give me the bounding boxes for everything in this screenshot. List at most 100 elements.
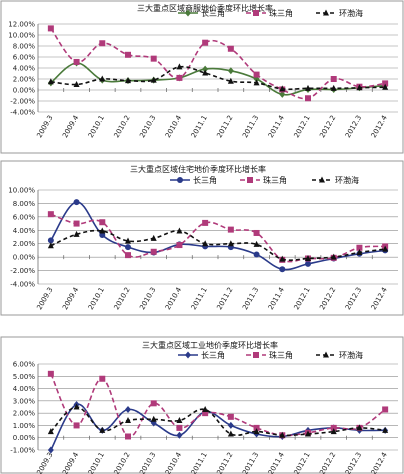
- data-point: [125, 252, 131, 259]
- industrial-land-price-chart: 三大重点区域工业地价季度环比增长率 -1.00% 0.00% 1.00% 2.00% 3.…: [0, 336, 404, 474]
- data-point: [227, 45, 234, 52]
- y-tick-label: 2.00%: [13, 410, 36, 418]
- data-point: [47, 446, 54, 454]
- data-point: [202, 65, 209, 73]
- data-point: [253, 229, 260, 236]
- y-tick-label: -4.00%: [10, 109, 35, 117]
- data-point: [227, 67, 234, 75]
- data-point: [330, 76, 337, 82]
- y-tick-label: 4.00%: [13, 65, 36, 73]
- data-point: [99, 40, 106, 47]
- data-point: [150, 400, 157, 407]
- data-point: [330, 428, 337, 435]
- y-tick-label: 0.00%: [13, 87, 36, 95]
- gridlines: [38, 363, 398, 451]
- legend-label: 环渤海: [335, 175, 359, 185]
- legend-marker: [247, 177, 253, 183]
- data-point: [99, 219, 106, 226]
- chart-title: 三大重点区域工业地价季度环比增长率: [142, 340, 278, 350]
- data-point: [227, 240, 234, 247]
- data-point: [382, 80, 389, 87]
- data-point: [330, 84, 337, 91]
- data-point: [356, 244, 363, 251]
- y-tick-label: 4.00%: [13, 385, 36, 393]
- data-point: [99, 75, 106, 82]
- chart-frame: [0, 336, 404, 474]
- data-point: [99, 227, 106, 234]
- y-tick-label: 2.00%: [13, 240, 36, 248]
- data-point: [176, 227, 183, 234]
- data-point: [73, 403, 80, 410]
- legend-marker: [323, 9, 329, 16]
- legend-entry: 珠三角: [240, 175, 287, 185]
- data-point: [227, 430, 234, 437]
- y-tick-label: 10.00%: [8, 32, 35, 40]
- y-tick-label: 2.00%: [13, 76, 36, 84]
- legend-label: 长三角: [201, 8, 225, 18]
- y-tick-label: 6.00%: [13, 54, 36, 62]
- data-point: [150, 55, 157, 62]
- data-point: [73, 81, 80, 87]
- data-point: [150, 248, 157, 255]
- y-tick-label: -4.00%: [10, 281, 35, 289]
- data-point: [279, 85, 286, 92]
- series-line: [50, 229, 386, 261]
- data-point: [202, 410, 209, 417]
- legend-marker: [319, 176, 325, 183]
- data-point: [305, 254, 311, 261]
- y-tick-label: 0.00%: [13, 434, 36, 442]
- data-point: [125, 51, 131, 58]
- legend-entry: 环渤海: [316, 8, 363, 18]
- data-point: [305, 84, 311, 91]
- legend-label: 环渤海: [339, 8, 363, 18]
- data-point: [47, 78, 54, 85]
- data-point: [253, 424, 260, 431]
- series-3: [47, 63, 389, 92]
- data-point: [125, 433, 131, 440]
- legend-marker: [177, 177, 183, 183]
- data-point: [382, 245, 389, 252]
- data-point: [202, 39, 209, 46]
- data-point: [305, 95, 311, 102]
- legend-entry: 长三角: [170, 175, 217, 185]
- data-point: [202, 69, 209, 76]
- y-tick-label: 6.00%: [13, 361, 36, 369]
- y-tick-label: -1.00%: [10, 447, 35, 455]
- series-3: [47, 227, 389, 262]
- legend-marker: [253, 10, 259, 16]
- data-point: [227, 413, 234, 420]
- data-point: [73, 220, 80, 227]
- data-point: [330, 253, 337, 260]
- y-tick-label: 4.00%: [13, 227, 36, 235]
- legend-marker: [253, 352, 259, 358]
- legend-entry: 珠三角: [246, 350, 293, 360]
- data-point: [47, 211, 54, 218]
- y-axis: -4.00% -2.00% 0.00% 2.00% 4.00% 6.00% 8.00% 10.…: [8, 187, 35, 289]
- data-point: [202, 240, 209, 247]
- series-3: [47, 403, 389, 438]
- legend-marker: [185, 9, 191, 17]
- y-tick-label: 8.00%: [13, 43, 36, 51]
- data-point: [279, 255, 286, 262]
- data-point: [253, 71, 260, 78]
- y-axis: -4.00% -2.00% 0.00% 2.00% 4.00% 6.00% 8.00% 10.…: [8, 21, 35, 117]
- data-point: [99, 375, 106, 382]
- data-point: [47, 428, 54, 435]
- data-point: [227, 421, 234, 429]
- legend-entry: 环渤海: [316, 350, 363, 360]
- data-point: [73, 422, 80, 429]
- y-tick-label: 12.00%: [8, 21, 35, 29]
- y-tick-label: -2.00%: [10, 98, 35, 106]
- data-point: [356, 424, 363, 431]
- legend-label: 珠三角: [263, 175, 287, 185]
- data-point: [356, 84, 363, 91]
- legend-entry: 环渤海: [312, 175, 359, 185]
- gridlines: [38, 23, 398, 113]
- chart-frame: [0, 160, 404, 316]
- data-point: [125, 244, 131, 251]
- chart-title: 三大重点区域住宅地价季度环比增长率: [130, 164, 266, 174]
- y-tick-label: -2.00%: [10, 267, 35, 275]
- data-point: [382, 426, 389, 433]
- data-point: [253, 251, 260, 258]
- chart-title: 三大重点区域商服地价季度环比增长率: [137, 3, 273, 13]
